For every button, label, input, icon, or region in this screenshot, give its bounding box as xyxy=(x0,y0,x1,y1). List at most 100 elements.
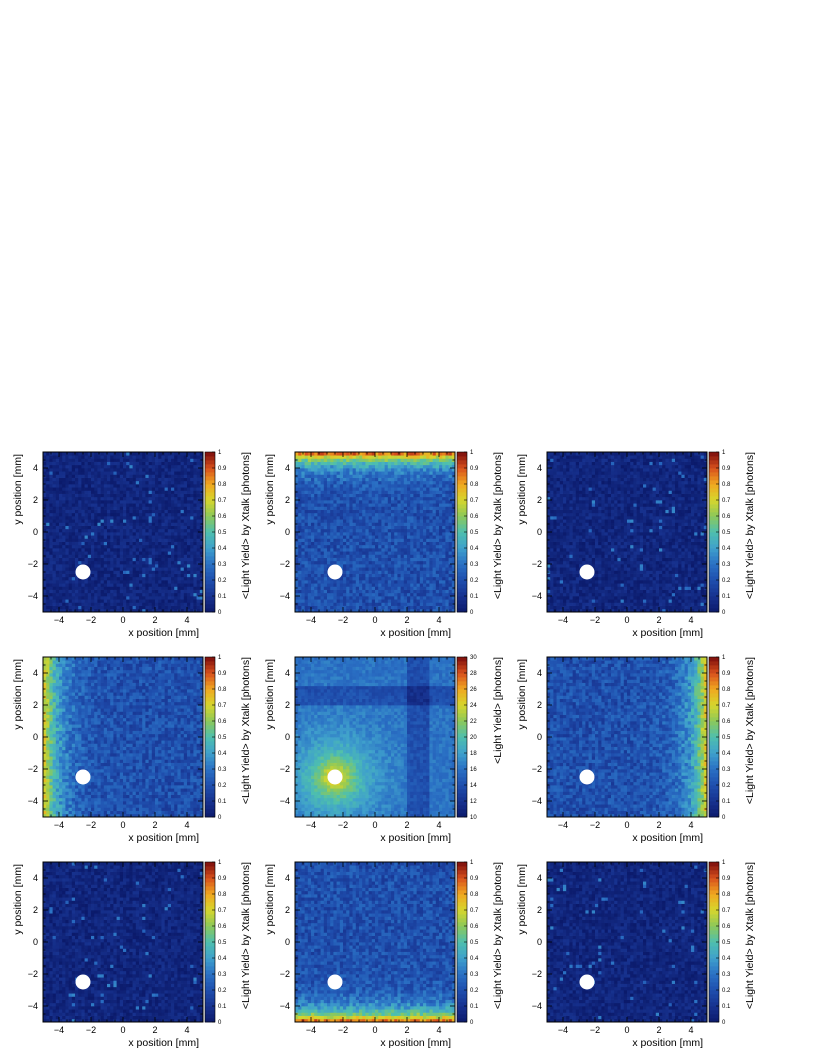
heatmap-cell xyxy=(123,493,127,498)
heatmap-cell xyxy=(423,589,427,594)
heatmap-cell xyxy=(62,461,66,466)
heatmap-cell xyxy=(190,528,194,533)
heatmap-cell xyxy=(394,525,398,530)
heatmap-cell xyxy=(167,458,172,462)
heatmap-cell xyxy=(323,480,328,485)
heatmap-cell xyxy=(164,576,169,581)
heatmap-cell xyxy=(139,592,143,597)
heatmap-cell xyxy=(139,474,143,478)
heatmap-cell xyxy=(71,512,76,517)
heatmap-cell xyxy=(196,458,201,462)
heatmap-cell xyxy=(355,464,360,469)
heatmap-cell xyxy=(123,535,127,539)
heatmap-cell xyxy=(174,573,178,578)
heatmap-cell xyxy=(148,512,153,517)
heatmap-cell xyxy=(100,477,105,482)
heatmap-cell xyxy=(403,509,408,514)
heatmap-cell xyxy=(68,512,73,517)
heatmap-cell xyxy=(75,548,79,552)
heatmap-cell xyxy=(381,586,385,590)
heatmap-cell xyxy=(135,541,140,546)
heatmap-cell xyxy=(439,592,443,597)
heatmap-cell xyxy=(135,580,140,584)
heatmap-cell xyxy=(320,464,325,469)
heatmap-cell xyxy=(126,535,130,539)
heatmap-cell xyxy=(78,471,82,475)
heatmap-cell xyxy=(78,503,82,507)
heatmap-cell xyxy=(55,580,60,584)
heatmap-cell xyxy=(97,564,101,568)
heatmap-cell xyxy=(432,608,437,613)
heatmap-cell xyxy=(167,608,172,613)
heatmap-cell xyxy=(100,474,105,478)
heatmap-cell xyxy=(129,468,133,472)
heatmap-cell xyxy=(183,528,188,533)
heatmap-cell xyxy=(158,519,162,523)
heatmap-cell xyxy=(84,471,89,475)
heatmap-cell xyxy=(59,512,63,517)
heatmap-cell xyxy=(355,535,360,539)
heatmap-cell xyxy=(139,532,143,536)
heatmap-cell xyxy=(145,564,149,568)
heatmap-cell xyxy=(164,461,169,466)
heatmap-cell xyxy=(78,580,82,584)
heatmap-cell xyxy=(187,538,191,542)
heatmap-cell xyxy=(158,477,162,482)
heatmap-cell xyxy=(158,532,162,536)
heatmap-cell xyxy=(46,551,50,555)
heatmap-cell xyxy=(55,490,60,494)
heatmap-cell xyxy=(193,500,197,504)
heatmap-cell xyxy=(317,493,321,498)
heatmap-cell xyxy=(387,535,392,539)
heatmap-cell xyxy=(155,576,159,581)
heatmap-cell xyxy=(371,564,376,568)
heatmap-cell xyxy=(439,583,443,587)
heatmap-cell xyxy=(190,538,194,542)
colorbar-tick-label: 0.9 xyxy=(218,466,227,472)
heatmap-cell xyxy=(199,519,204,523)
heatmap-cell xyxy=(448,522,453,526)
heatmap-cell xyxy=(394,608,398,613)
heatmap-cell xyxy=(84,464,89,469)
heatmap-cell xyxy=(103,567,108,571)
heatmap-cell xyxy=(171,580,175,584)
heatmap-cell xyxy=(435,576,440,581)
heatmap-cell xyxy=(295,583,299,587)
heatmap-cell xyxy=(55,461,60,466)
heatmap-cell xyxy=(119,512,124,517)
heatmap-cell xyxy=(78,592,82,597)
heatmap-cell xyxy=(132,480,137,485)
heatmap-cell xyxy=(362,468,366,472)
heatmap-cell xyxy=(429,573,433,578)
heatmap-cell xyxy=(135,490,140,494)
heatmap-cell xyxy=(448,525,453,530)
heatmap-cell xyxy=(129,589,133,594)
heatmap-cell xyxy=(103,458,108,462)
heatmap-cell xyxy=(171,452,175,456)
heatmap-cell xyxy=(330,493,334,498)
heatmap-cell xyxy=(323,464,328,469)
heatmap-cell xyxy=(333,532,337,536)
heatmap-cell xyxy=(177,532,181,536)
colorbar-swatch xyxy=(205,528,215,533)
heatmap-cell xyxy=(97,484,101,488)
heatmap-cell xyxy=(196,512,201,517)
colorbar-swatch xyxy=(205,516,215,521)
heatmap-cell xyxy=(304,516,309,520)
heatmap-cell xyxy=(164,580,169,584)
heatmap-cell xyxy=(62,544,66,549)
heatmap-cell xyxy=(307,592,312,597)
heatmap-cell xyxy=(413,599,417,603)
heatmap-cell xyxy=(397,538,401,542)
heatmap-cell xyxy=(43,519,47,523)
heatmap-cell xyxy=(311,573,315,578)
heatmap-cell xyxy=(301,496,305,501)
heatmap-cell xyxy=(343,605,347,610)
heatmap-cell xyxy=(49,522,53,526)
heatmap-cell xyxy=(365,480,369,485)
heatmap-cell xyxy=(87,480,92,485)
heatmap-cell xyxy=(103,551,108,555)
heatmap-cell xyxy=(317,544,321,549)
heatmap-cell xyxy=(174,512,178,517)
heatmap-cell xyxy=(407,509,411,514)
